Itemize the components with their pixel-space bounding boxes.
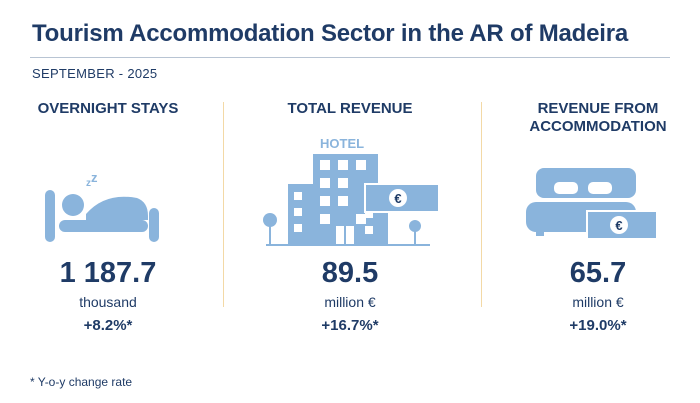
svg-text:z: z xyxy=(86,178,91,189)
title-rule xyxy=(30,57,670,58)
indicator-total-revenue: TOTAL REVENUE HOTEL € xyxy=(250,100,450,334)
reference-period: SEPTEMBER - 2025 xyxy=(32,66,158,81)
euro-symbol: € xyxy=(615,218,622,233)
indicator-unit: million € xyxy=(572,294,624,310)
footnote: * Y-o-y change rate xyxy=(30,375,133,389)
divider-right xyxy=(481,102,482,307)
euro-symbol: € xyxy=(394,191,401,206)
divider-left xyxy=(223,102,224,307)
indicator-unit: million € xyxy=(324,294,376,310)
double-bed-with-euro-banknote-icon: € xyxy=(526,168,658,240)
indicator-change: +19.0%* xyxy=(569,317,627,334)
svg-text:z: z xyxy=(91,170,98,185)
indicator-change: +16.7%* xyxy=(321,317,379,334)
indicator-value: 65.7 xyxy=(569,257,627,289)
indicator-value: 1 187.7 xyxy=(59,257,157,289)
sleeping-person-in-bed-icon: z z z xyxy=(45,170,159,242)
indicator-label: TOTAL REVENUE xyxy=(287,100,413,117)
indicator-overnight-stays: OVERNIGHT STAYS z z z 1 187.7 thousand +… xyxy=(8,100,208,334)
page-title: Tourism Accommodation Sector in the AR o… xyxy=(32,20,629,47)
hotel-sign: HOTEL xyxy=(320,136,364,151)
indicator-revenue-from-accommodation: REVENUE FROM ACCOMMODATION € 65.7 millio… xyxy=(498,100,698,334)
indicator-change: +8.2%* xyxy=(83,317,133,334)
indicator-label: REVENUE FROM ACCOMMODATION xyxy=(529,100,667,135)
hotel-building-with-euro-banknote-icon: HOTEL € xyxy=(263,136,438,246)
indicator-unit: thousand xyxy=(79,294,137,310)
indicator-label: OVERNIGHT STAYS xyxy=(37,100,179,117)
indicator-value: 89.5 xyxy=(321,257,379,289)
